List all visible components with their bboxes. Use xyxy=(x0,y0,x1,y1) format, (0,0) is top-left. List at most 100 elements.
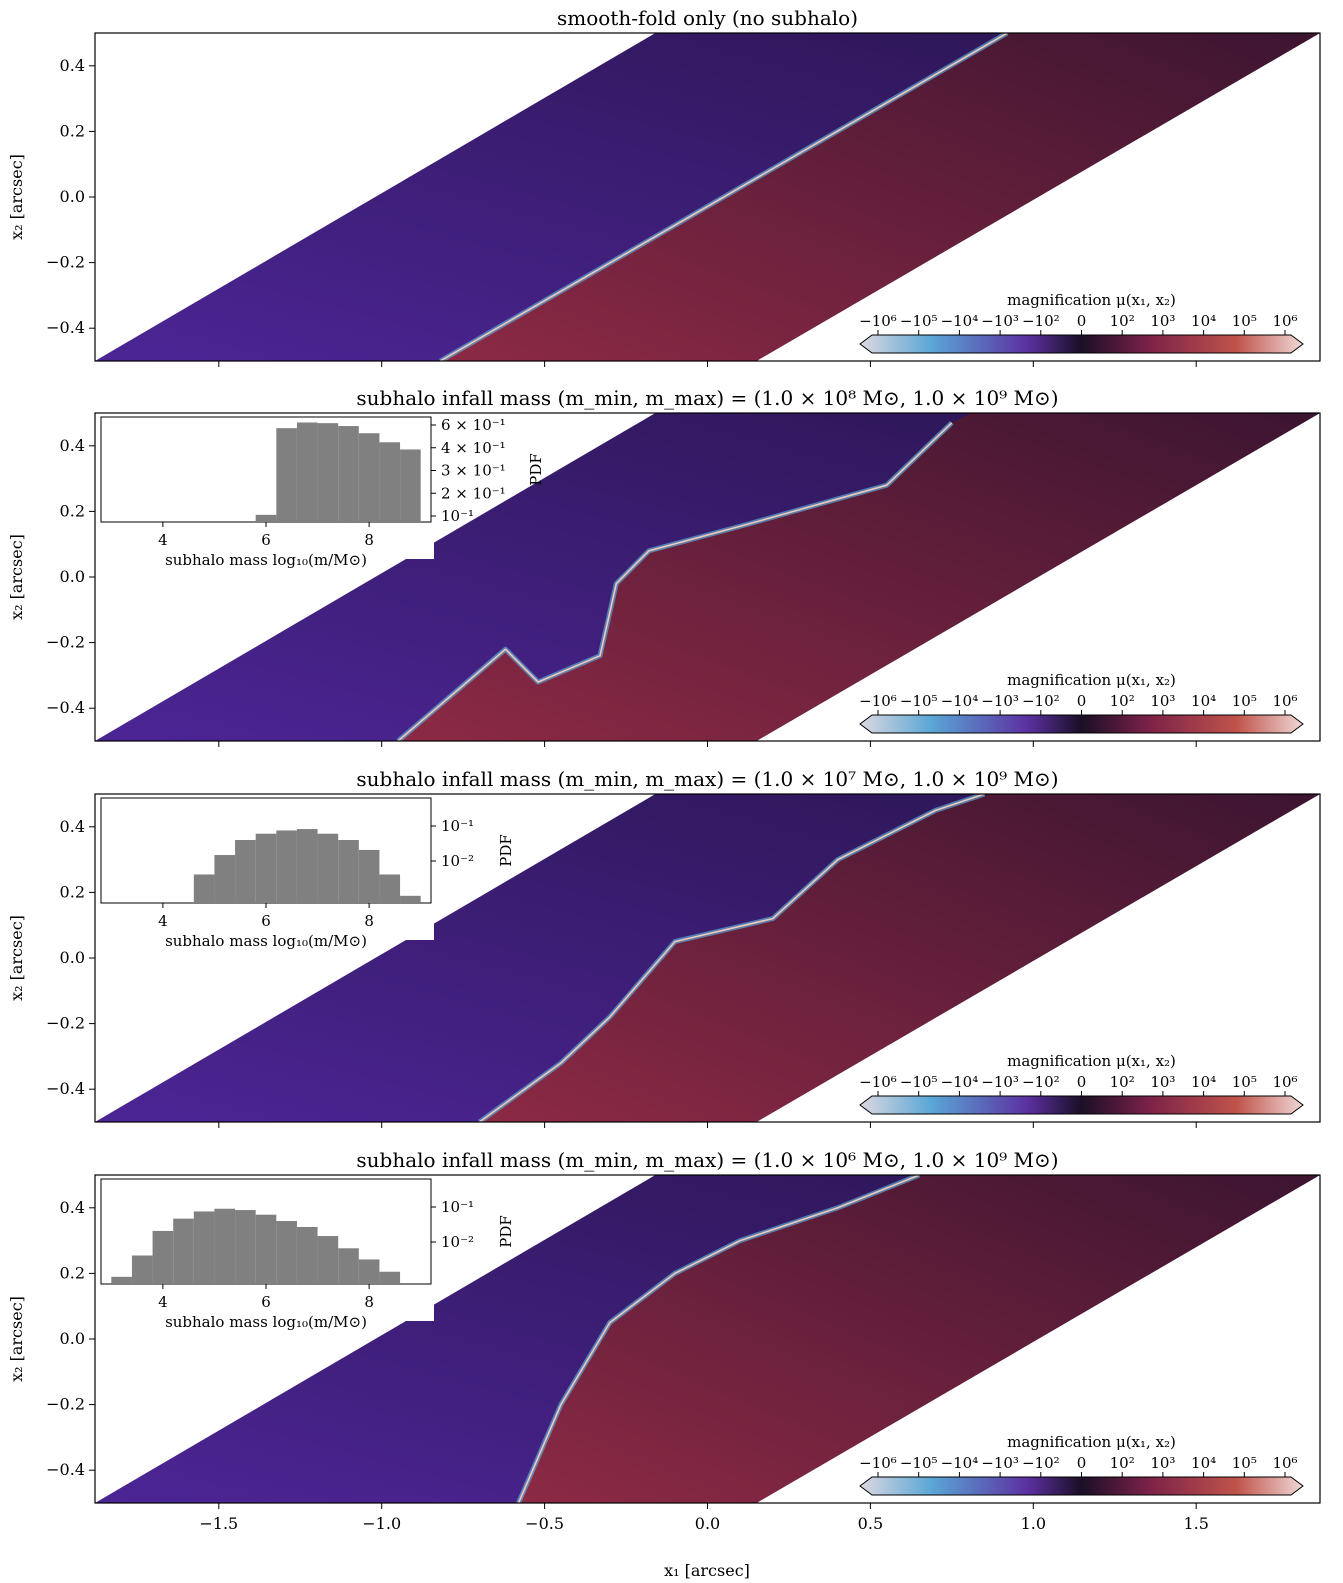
histogram-bar xyxy=(317,833,339,903)
hist-y-tick-label: 10⁻¹ xyxy=(441,817,474,835)
panel-title: smooth-fold only (no subhalo) xyxy=(557,6,858,30)
colorbar-tick-label: 10⁴ xyxy=(1191,312,1216,330)
x-tick-label: 1.0 xyxy=(1021,1514,1046,1533)
hist-y-tick-label: 6 × 10⁻¹ xyxy=(441,416,506,434)
colorbar: −10⁶ −10⁵ −10⁴ −10³ −10² 0 10² 10³ 10⁴ 10⁵ 10⁶ magn… xyxy=(859,291,1304,354)
hist-y-tick-label: 10⁻¹ xyxy=(441,507,474,525)
hist-y-label: PDF xyxy=(497,834,515,867)
colorbar-tick-label: −10⁶ xyxy=(859,1073,897,1091)
y-axis-label: x₂ [arcsec] xyxy=(7,915,26,1001)
histogram-bar xyxy=(338,840,359,903)
colorbar-tick-label: 10⁴ xyxy=(1191,1454,1216,1472)
hist-x-tick-label: 6 xyxy=(261,1293,271,1311)
colorbar-tick-label: −10² xyxy=(1022,1454,1060,1472)
inset-histogram: 4 6 8 subhalo mass log₁₀(m/M⊙) 6 × 10⁻¹ 4 × 1… xyxy=(98,414,545,569)
colorbar-bar xyxy=(859,1095,1304,1115)
colorbar-tick-label: 0 xyxy=(1077,1073,1087,1091)
colorbar-label: magnification μ(x₁, x₂) xyxy=(1007,671,1176,689)
panel-title: subhalo infall mass (m_min, m_max) = (1.… xyxy=(356,386,1058,410)
hist-x-tick-label: 4 xyxy=(158,912,168,930)
y-tick-label: 0.2 xyxy=(60,882,85,901)
colorbar-tick-label: 10² xyxy=(1110,1073,1135,1091)
y-tick-label: 0.4 xyxy=(60,56,85,75)
histogram-bar xyxy=(296,829,318,903)
histogram-bar xyxy=(255,1214,277,1284)
colorbar-bar xyxy=(859,1476,1304,1496)
histogram-bar xyxy=(276,428,297,522)
y-tick-label: 0.2 xyxy=(60,1263,85,1282)
inset-histogram: 4 6 8 subhalo mass log₁₀(m/M⊙) 10⁻¹ 10⁻² PDF xyxy=(98,795,515,950)
histogram-bar xyxy=(400,449,421,522)
colorbar-tick-label: −10⁴ xyxy=(941,692,979,710)
colorbar-tick-label: 10⁵ xyxy=(1232,1454,1257,1472)
hist-x-tick-label: 4 xyxy=(158,531,168,549)
colorbar-tick-label: 10² xyxy=(1110,692,1135,710)
histogram-bar xyxy=(276,830,297,903)
colorbar-tick-label: 10³ xyxy=(1150,1073,1175,1091)
colorbar-tick-label: −10³ xyxy=(981,312,1019,330)
y-tick-label: 0.0 xyxy=(60,948,85,967)
inset-histogram: 4 6 8 subhalo mass log₁₀(m/M⊙) 10⁻¹ 10⁻² PDF xyxy=(98,1176,515,1331)
histogram-bar xyxy=(193,1211,215,1284)
histogram-bar xyxy=(338,1248,359,1284)
x-tick-label: 0.5 xyxy=(858,1514,883,1533)
y-tick-label: −0.4 xyxy=(46,318,85,337)
x-tick-label: 0.0 xyxy=(695,1514,720,1533)
hist-x-tick-label: 8 xyxy=(364,1293,374,1311)
colorbar: −10⁶ −10⁵ −10⁴ −10³ −10² 0 10² 10³ 10⁴ 10⁵ 10⁶ magn… xyxy=(859,1052,1304,1115)
histogram-bar xyxy=(338,426,359,522)
y-tick-label: 0.2 xyxy=(60,501,85,520)
hist-y-tick-label: 10⁻¹ xyxy=(441,1198,474,1216)
y-tick-label: 0.4 xyxy=(60,436,85,455)
colorbar-tick-label: −10⁶ xyxy=(859,692,897,710)
colorbar-tick-label: −10⁵ xyxy=(900,692,938,710)
hist-y-tick-label: 10⁻² xyxy=(441,1233,474,1251)
histogram-bar xyxy=(296,1226,318,1284)
y-tick-label: 0.0 xyxy=(60,1329,85,1348)
colorbar-tick-label: −10⁵ xyxy=(900,1454,938,1472)
colorbar-tick-label: 10³ xyxy=(1150,1454,1175,1472)
y-tick-label: 0.2 xyxy=(60,121,85,140)
critical-curve xyxy=(439,33,1008,361)
critical-curve xyxy=(397,422,953,741)
colorbar-tick-label: 10² xyxy=(1110,1454,1135,1472)
colorbar-tick-label: 10³ xyxy=(1150,312,1175,330)
hist-x-tick-label: 8 xyxy=(364,531,374,549)
histogram-bar xyxy=(255,514,277,522)
colorbar-tick-label: 10⁴ xyxy=(1191,1073,1216,1091)
colorbar-tick-label: −10⁴ xyxy=(941,312,979,330)
y-tick-label: −0.2 xyxy=(46,1395,85,1414)
y-axis-label: x₂ [arcsec] xyxy=(7,534,26,620)
colorbar-tick-label: −10⁶ xyxy=(859,1454,897,1472)
x-tick-label: −1.5 xyxy=(199,1514,238,1533)
y-tick-label: 0.4 xyxy=(60,1198,85,1217)
colorbar-tick-label: 10⁶ xyxy=(1272,1454,1297,1472)
panel-1: smooth-fold only (no subhalo) 0.4 0.2 0.0 −0… xyxy=(7,6,1321,367)
critical-curve xyxy=(478,794,985,1122)
colorbar-tick-label: 10⁵ xyxy=(1232,312,1257,330)
histogram-bar xyxy=(131,1255,153,1284)
histogram-bar xyxy=(358,1259,380,1284)
hist-x-tick-label: 6 xyxy=(261,531,271,549)
y-tick-label: −0.4 xyxy=(46,698,85,717)
hist-x-label: subhalo mass log₁₀(m/M⊙) xyxy=(165,1313,367,1331)
colorbar-tick-label: −10³ xyxy=(981,1454,1019,1472)
y-tick-label: 0.4 xyxy=(60,817,85,836)
hist-x-tick-label: 6 xyxy=(261,912,271,930)
colorbar-tick-label: 10⁵ xyxy=(1232,692,1257,710)
histogram-bar xyxy=(235,840,256,903)
hist-x-tick-label: 4 xyxy=(158,1293,168,1311)
colorbar-tick-label: 0 xyxy=(1077,1454,1087,1472)
histogram-bar xyxy=(255,833,277,903)
y-axis-label: x₂ [arcsec] xyxy=(7,1296,26,1382)
histogram-bar xyxy=(379,874,401,903)
colorbar-tick-label: 10⁶ xyxy=(1272,312,1297,330)
histogram-bar xyxy=(214,1208,236,1284)
colorbar: −10⁶ −10⁵ −10⁴ −10³ −10² 0 10² 10³ 10⁴ 10⁵ 10⁶ magn… xyxy=(859,1433,1304,1496)
histogram-bar xyxy=(317,1236,339,1284)
hist-x-label: subhalo mass log₁₀(m/M⊙) xyxy=(165,551,367,569)
y-tick-label: 0.0 xyxy=(60,567,85,586)
x-tick-label: 1.5 xyxy=(1183,1514,1208,1533)
histogram-bar xyxy=(358,433,380,522)
colorbar-tick-label: −10⁵ xyxy=(900,1073,938,1091)
